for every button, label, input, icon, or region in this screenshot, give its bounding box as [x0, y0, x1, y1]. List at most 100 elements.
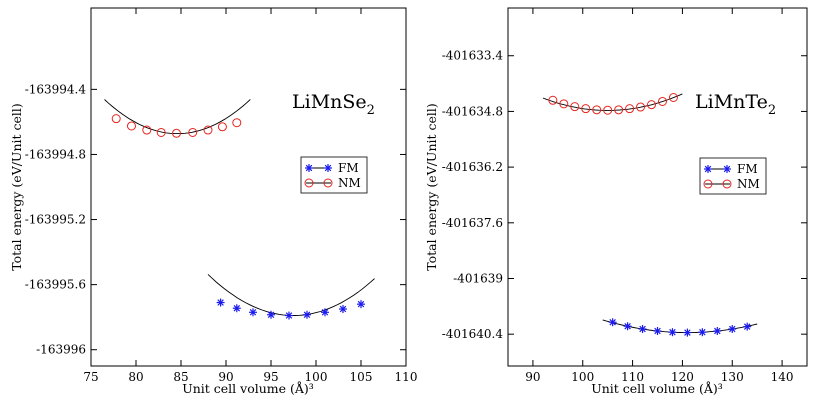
- x-tick-label: 75: [83, 370, 98, 384]
- chart-limnte2: 90 100 110 120 130 140 -401633.4 -401634.8 -4016…: [424, 7, 808, 396]
- legend-marker-fm: [704, 165, 712, 173]
- fit-line-nm: [542, 93, 683, 111]
- fit-line-nm: [104, 99, 251, 135]
- data-point-nm: [657, 96, 667, 106]
- data-point-nm: [127, 121, 136, 131]
- x-tick-label: 110: [621, 370, 644, 384]
- data-point-nm: [142, 125, 152, 135]
- data-point-fm: [285, 311, 293, 320]
- data-point-nm: [668, 93, 678, 102]
- y-tick-label: -163994.4: [25, 82, 87, 96]
- legend-label-nm: NM: [338, 176, 361, 190]
- x-tick-label: 85: [173, 370, 188, 384]
- data-point-fm: [232, 304, 241, 313]
- x-axis-label: Unit cell volume (Å)³: [591, 381, 723, 396]
- legend-marker-nm: [722, 179, 732, 189]
- legend-marker-fm: [305, 164, 313, 172]
- x-tick-label: 140: [771, 370, 794, 384]
- data-point-fm: [638, 325, 647, 334]
- data-point-nm: [111, 114, 121, 124]
- fit-curves: [104, 99, 375, 316]
- data-point-fm: [653, 326, 662, 335]
- chart-title: LiMnTe2: [695, 91, 776, 118]
- data-point-fm: [357, 300, 365, 309]
- axis-ticks: 75 80 85 90 95 100 105 110 -163994.4 -163994.8 -16…: [25, 8, 418, 384]
- y-tick-label: -163996: [36, 343, 86, 357]
- x-tick-label: 120: [671, 370, 694, 384]
- y-tick-label: -401637.6: [442, 216, 503, 230]
- data-point-nm: [592, 105, 602, 115]
- data-point-nm: [156, 127, 166, 137]
- legend-entry-fm: FM: [704, 162, 758, 176]
- y-tick-label: -163995.6: [25, 278, 86, 292]
- x-tick-label: 80: [128, 370, 143, 384]
- legend-entry-nm: NM: [304, 176, 361, 190]
- y-axis-label: Total energy (eV/Unit cell): [9, 103, 24, 271]
- legend: FM NM: [699, 157, 767, 195]
- legend-marker-fm: [324, 164, 332, 172]
- y-tick-label: -401634.8: [442, 104, 503, 118]
- data-point-fm: [623, 322, 632, 331]
- x-tick-label: 100: [305, 370, 328, 384]
- x-tick-label: 90: [525, 370, 540, 384]
- legend-label-nm: NM: [737, 177, 760, 191]
- plot-frame: [507, 7, 808, 367]
- y-tick-label: -401640.4: [442, 327, 504, 341]
- data-point-nm: [570, 102, 580, 112]
- y-tick-label: -401639: [453, 271, 503, 285]
- data-point-fm: [698, 328, 707, 337]
- fit-curves: [542, 93, 758, 334]
- data-point-nm: [172, 128, 181, 138]
- x-tick-label: 110: [395, 370, 418, 384]
- legend-entry-nm: NM: [703, 177, 760, 191]
- x-tick-label: 95: [263, 370, 278, 384]
- x-tick-label: 130: [721, 370, 744, 384]
- axis-ticks: 90 100 110 120 130 140 -401633.4 -401634.8 -4016…: [442, 8, 807, 384]
- plot-frame: [90, 7, 407, 367]
- legend-box: [699, 157, 767, 195]
- legend-circle-icon: [703, 179, 713, 189]
- x-tick-label: 90: [218, 370, 233, 384]
- data-point-fm: [249, 308, 257, 317]
- data-point-nm: [203, 125, 213, 135]
- legend-marker-fm: [723, 165, 731, 173]
- y-tick-label: -401636.2: [442, 160, 503, 174]
- data-point-nm: [636, 102, 646, 112]
- data-point-nm: [548, 95, 558, 105]
- legend-star-icon: [305, 164, 313, 172]
- legend-circle-icon: [304, 178, 314, 188]
- x-tick-label: 105: [350, 370, 373, 384]
- data-point-nm: [559, 99, 569, 109]
- fit-line-fm: [207, 274, 375, 316]
- data-point-fm: [321, 308, 329, 317]
- data-point-nm: [647, 100, 657, 110]
- chart-title: LiMnSe2: [292, 91, 375, 118]
- data-point-fm: [713, 326, 722, 335]
- legend: FM NM: [300, 156, 368, 194]
- data-point-fm: [683, 328, 692, 337]
- legend-star-icon: [704, 165, 712, 173]
- legend-marker-nm: [304, 178, 314, 188]
- data-point-nm: [625, 104, 635, 114]
- legend-entry-fm: FM: [305, 161, 359, 175]
- data-point-nm: [603, 105, 613, 115]
- data-point-nm: [217, 122, 227, 132]
- legend-marker-nm: [703, 179, 713, 189]
- chart-limnse2: 75 80 85 90 95 100 105 110 -163994.4 -163994.8 -16…: [9, 7, 418, 396]
- x-axis-label: Unit cell volume (Å)³: [182, 381, 314, 396]
- data-point-nm: [232, 118, 242, 128]
- legend-marker-nm: [323, 178, 333, 188]
- y-tick-label: -163994.8: [25, 147, 86, 161]
- data-markers: [111, 114, 365, 320]
- data-point-fm: [728, 325, 737, 334]
- legend-label-fm: FM: [737, 162, 758, 176]
- data-point-fm: [216, 298, 225, 307]
- data-point-nm: [581, 104, 591, 114]
- legend-box: [300, 156, 368, 194]
- data-markers: [548, 93, 752, 337]
- y-axis-label: Total energy (eV/Unit cell): [424, 103, 439, 271]
- data-point-fm: [743, 322, 752, 331]
- legend-label-fm: FM: [338, 161, 359, 175]
- x-tick-label: 100: [571, 370, 594, 384]
